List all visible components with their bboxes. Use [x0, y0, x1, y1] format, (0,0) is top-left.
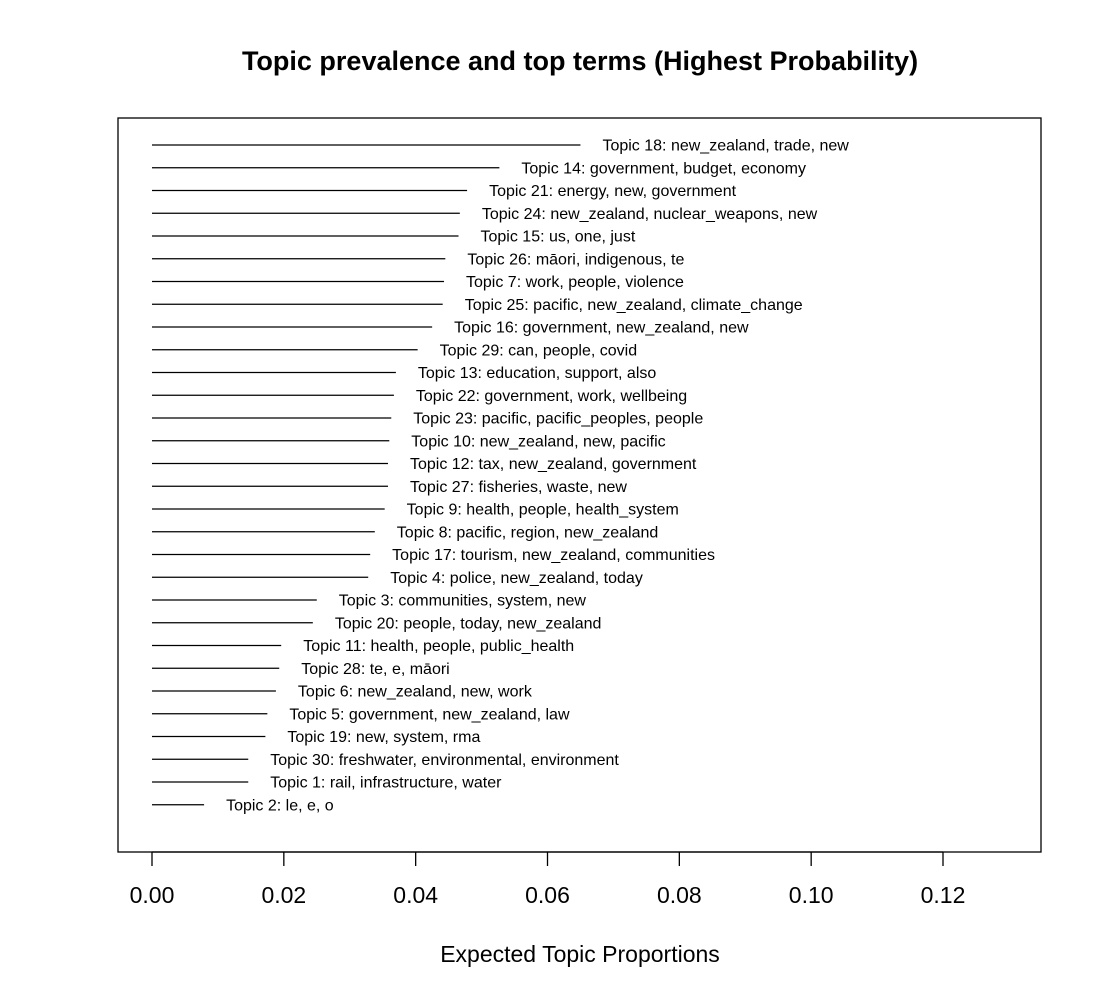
topic-bar-label: Topic 30: freshwater, environmental, env… [270, 752, 619, 769]
topic-bar-label: Topic 14: government, budget, economy [521, 160, 806, 177]
topic-bar-label: Topic 4: police, new_zealand, today [390, 570, 643, 587]
x-tick-label: 0.06 [525, 882, 570, 908]
topic-bar-label: Topic 6: new_zealand, new, work [298, 684, 533, 701]
x-axis: 0.00 0.02 0.04 0.06 0.08 0.10 0.12 [130, 851, 966, 908]
topic-bar-label: Topic 13: education, support, also [418, 365, 656, 382]
x-tick-label: 0.10 [789, 882, 834, 908]
topic-bar-label: Topic 3: communities, system, new [339, 593, 587, 610]
topic-bar-label: Topic 8: pacific, region, new_zealand [397, 524, 659, 541]
topic-bar-label: Topic 2: le, e, o [226, 797, 334, 814]
x-axis-label: Expected Topic Proportions [440, 941, 720, 967]
topic-bar-label: Topic 9: health, people, health_system [407, 502, 679, 519]
x-tick-label: 0.02 [261, 882, 306, 908]
topic-bar-label: Topic 26: māori, indigenous, te [467, 251, 684, 268]
topic-bar-label: Topic 25: pacific, new_zealand, climate_… [465, 297, 803, 314]
topic-bar-label: Topic 1: rail, infrastructure, water [270, 775, 502, 792]
topic-bar-label: Topic 22: government, work, wellbeing [416, 388, 687, 405]
topic-bar-label: Topic 19: new, system, rma [287, 729, 480, 746]
topic-bar-label: Topic 7: work, people, violence [466, 274, 684, 291]
chart-title: Topic prevalence and top terms (Highest … [242, 46, 918, 76]
topic-bar-label: Topic 20: people, today, new_zealand [335, 615, 602, 632]
topic-bar-label: Topic 23: pacific, pacific_peoples, peop… [413, 411, 703, 428]
topic-bar-label: Topic 10: new_zealand, new, pacific [411, 433, 665, 450]
topic-bar-label: Topic 21: energy, new, government [489, 183, 737, 200]
x-tick-label: 0.12 [921, 882, 966, 908]
topic-bar-label: Topic 28: te, e, māori [301, 661, 450, 678]
topic-bar-label: Topic 11: health, people, public_health [303, 638, 574, 655]
bars-group: Topic 18: new_zealand, trade, new Topic 1… [152, 138, 849, 814]
x-tick-label: 0.08 [657, 882, 702, 908]
topic-bar-label: Topic 27: fisheries, waste, new [410, 479, 627, 496]
topic-bar-label: Topic 17: tourism, new_zealand, communit… [392, 547, 715, 564]
topic-bar-label: Topic 24: new_zealand, nuclear_weapons, … [482, 206, 818, 223]
x-tick-label: 0.00 [130, 882, 175, 908]
topic-bar-label: Topic 16: government, new_zealand, new [454, 320, 749, 337]
x-tick-label: 0.04 [393, 882, 438, 908]
topic-bar-label: Topic 18: new_zealand, trade, new [602, 138, 849, 155]
topic-bar-label: Topic 29: can, people, covid [440, 342, 637, 359]
topic-bar-label: Topic 15: us, one, just [481, 229, 636, 246]
topic-bar-label: Topic 12: tax, new_zealand, government [410, 456, 697, 473]
topic-bar-label: Topic 5: government, new_zealand, law [289, 706, 570, 723]
